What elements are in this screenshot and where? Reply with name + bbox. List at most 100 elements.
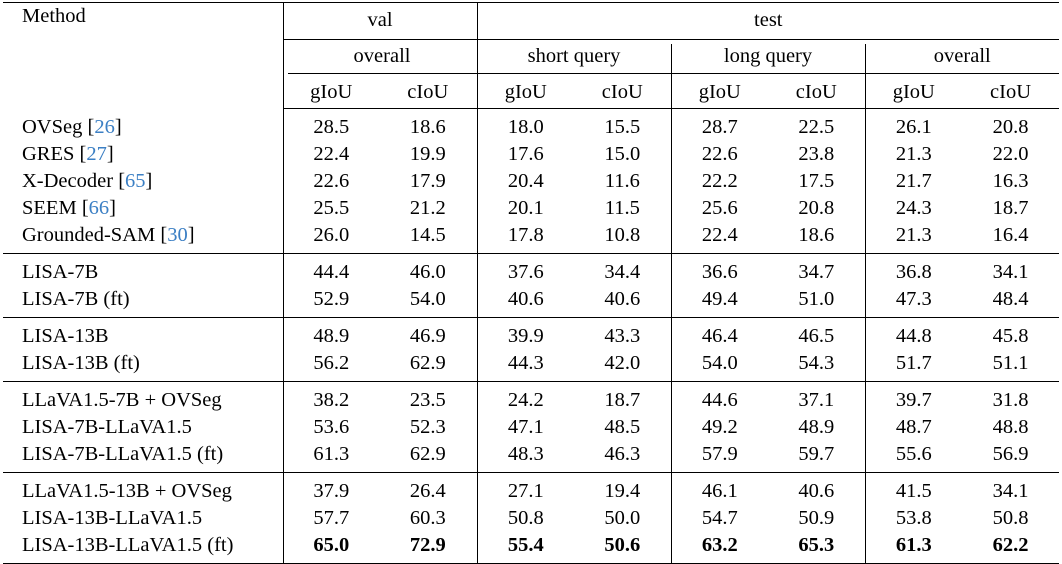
value-cell: 51.7 [865, 350, 962, 382]
metric-value: 42.0 [604, 352, 641, 375]
value-cell: 50.6 [574, 532, 672, 564]
metric-value: 38.2 [313, 389, 350, 412]
value-cell: 26.4 [379, 472, 478, 505]
method-column-header: Method [3, 2, 284, 109]
metric-value: 17.6 [507, 143, 544, 166]
metric-value: 56.9 [992, 443, 1029, 466]
metric-value: 19.4 [604, 480, 641, 503]
value-cell: 57.7 [283, 505, 379, 532]
metric-value: 65.0 [313, 534, 350, 557]
citation-link[interactable]: 26 [94, 116, 115, 138]
metric-value: 34.1 [992, 480, 1029, 503]
metric-value: 26.0 [313, 224, 350, 247]
value-cell: 46.3 [574, 441, 672, 473]
metric-value: 51.7 [895, 352, 932, 375]
value-cell: 48.4 [962, 286, 1059, 318]
method-name: LISA-7B-LLaVA1.5 [22, 416, 192, 439]
metric-value: 62.9 [409, 352, 446, 375]
metric-value: 20.4 [507, 170, 544, 193]
value-cell: 38.2 [283, 381, 379, 414]
value-cell: 44.8 [865, 317, 963, 350]
value-cell: 62.9 [379, 441, 478, 473]
long-query-header: long query [671, 44, 866, 76]
metric-value: 23.5 [409, 389, 446, 412]
method-cell: LLaVA1.5-13B + OVSeg [3, 472, 284, 505]
metric-value: 65.3 [798, 534, 835, 557]
metric-value: 44.8 [895, 325, 932, 348]
metric-value: 44.6 [701, 389, 738, 412]
metric-value: 57.9 [701, 443, 738, 466]
value-cell: 52.9 [283, 286, 379, 318]
value-cell: 50.0 [574, 505, 672, 532]
value-cell: 46.5 [768, 317, 866, 350]
metric-value: 47.3 [895, 288, 932, 311]
metric-value: 25.6 [701, 197, 738, 220]
short-giou-header: gIoU [477, 76, 575, 109]
metric-value: 26.1 [895, 116, 932, 139]
citation-link[interactable]: 30 [167, 224, 188, 247]
metric-value: 49.4 [701, 288, 738, 311]
table-row: LISA-7B 44.4 46.0 37.6 34.4 36.6 34.7 36.8 34.1 [3, 253, 1060, 286]
value-cell: 52.3 [379, 414, 478, 441]
table-row: LLaVA1.5-13B + OVSeg 37.9 26.4 27.1 19.4 46.1… [3, 472, 1060, 505]
value-cell: 37.6 [477, 253, 575, 286]
value-cell: 34.7 [768, 253, 866, 286]
val-split-label: val [283, 10, 477, 40]
metric-value: 34.1 [992, 261, 1029, 284]
metric-value: 22.6 [313, 170, 350, 193]
value-cell: 23.5 [379, 381, 478, 414]
metric-value: 44.4 [313, 261, 350, 284]
metric-value: 49.2 [701, 416, 738, 439]
value-cell: 48.9 [283, 317, 379, 350]
metric-value: 60.3 [409, 507, 446, 530]
metric-value: 52.3 [409, 416, 446, 439]
metric-value: 10.8 [604, 224, 641, 247]
value-cell: 50.8 [962, 505, 1059, 532]
table-row: OVSeg [26] 28.5 18.6 18.0 15.5 28.7 22.5 26.1 20… [3, 108, 1059, 142]
value-cell: 28.5 [283, 109, 379, 142]
value-cell: 40.6 [768, 472, 866, 505]
value-cell: 44.6 [671, 381, 769, 414]
metric-value: 27.1 [507, 480, 544, 503]
long-query-label: long query [671, 46, 865, 75]
value-cell: 44.4 [283, 253, 379, 286]
method-cell: X-Decoder [65] [3, 168, 284, 195]
value-cell: 61.3 [865, 532, 963, 564]
overall-giou-header: gIoU [865, 76, 963, 109]
metric-value: 40.6 [507, 288, 544, 311]
value-cell: 22.5 [768, 108, 866, 141]
citation-link[interactable]: 65 [125, 170, 146, 193]
value-cell: 17.9 [379, 168, 478, 195]
metric-value: 52.9 [313, 288, 350, 311]
val-giou-header: gIoU [283, 76, 379, 109]
metric-value: 36.6 [701, 261, 738, 284]
metric-value: 53.8 [895, 507, 932, 530]
metric-value: 26.4 [409, 480, 446, 503]
value-cell: 48.7 [865, 414, 962, 441]
value-cell: 26.1 [865, 109, 962, 142]
metric-value: 18.6 [409, 116, 446, 139]
citation-link[interactable]: 27 [86, 143, 107, 166]
metric-value: 46.0 [409, 261, 446, 284]
method-name: LISA-13B (ft) [22, 352, 140, 375]
table-row: LISA-7B (ft) 52.9 54.0 40.6 40.6 49.4 51.0 47.3… [3, 286, 1059, 318]
value-cell: 37.9 [283, 472, 379, 505]
value-cell: 56.2 [283, 350, 379, 382]
method-cell: OVSeg [26] [3, 108, 284, 141]
value-cell: 47.3 [865, 286, 962, 318]
metric-value: 46.3 [604, 443, 641, 466]
value-cell: 18.7 [574, 381, 672, 414]
value-cell: 10.8 [574, 222, 672, 254]
citation-link[interactable]: 66 [88, 197, 110, 220]
metric-value: 22.2 [701, 170, 738, 193]
method-name: LLaVA1.5-7B + OVSeg [22, 389, 222, 412]
value-cell: 48.3 [477, 441, 574, 473]
method-name: Grounded-SAM [22, 224, 156, 247]
value-cell: 22.6 [283, 168, 379, 195]
value-cell: 19.4 [574, 472, 672, 505]
value-cell: 46.0 [379, 253, 478, 286]
value-cell: 39.7 [865, 381, 963, 414]
metric-value: 56.2 [313, 352, 350, 375]
value-cell: 20.8 [962, 109, 1059, 142]
value-cell: 55.6 [865, 441, 962, 473]
